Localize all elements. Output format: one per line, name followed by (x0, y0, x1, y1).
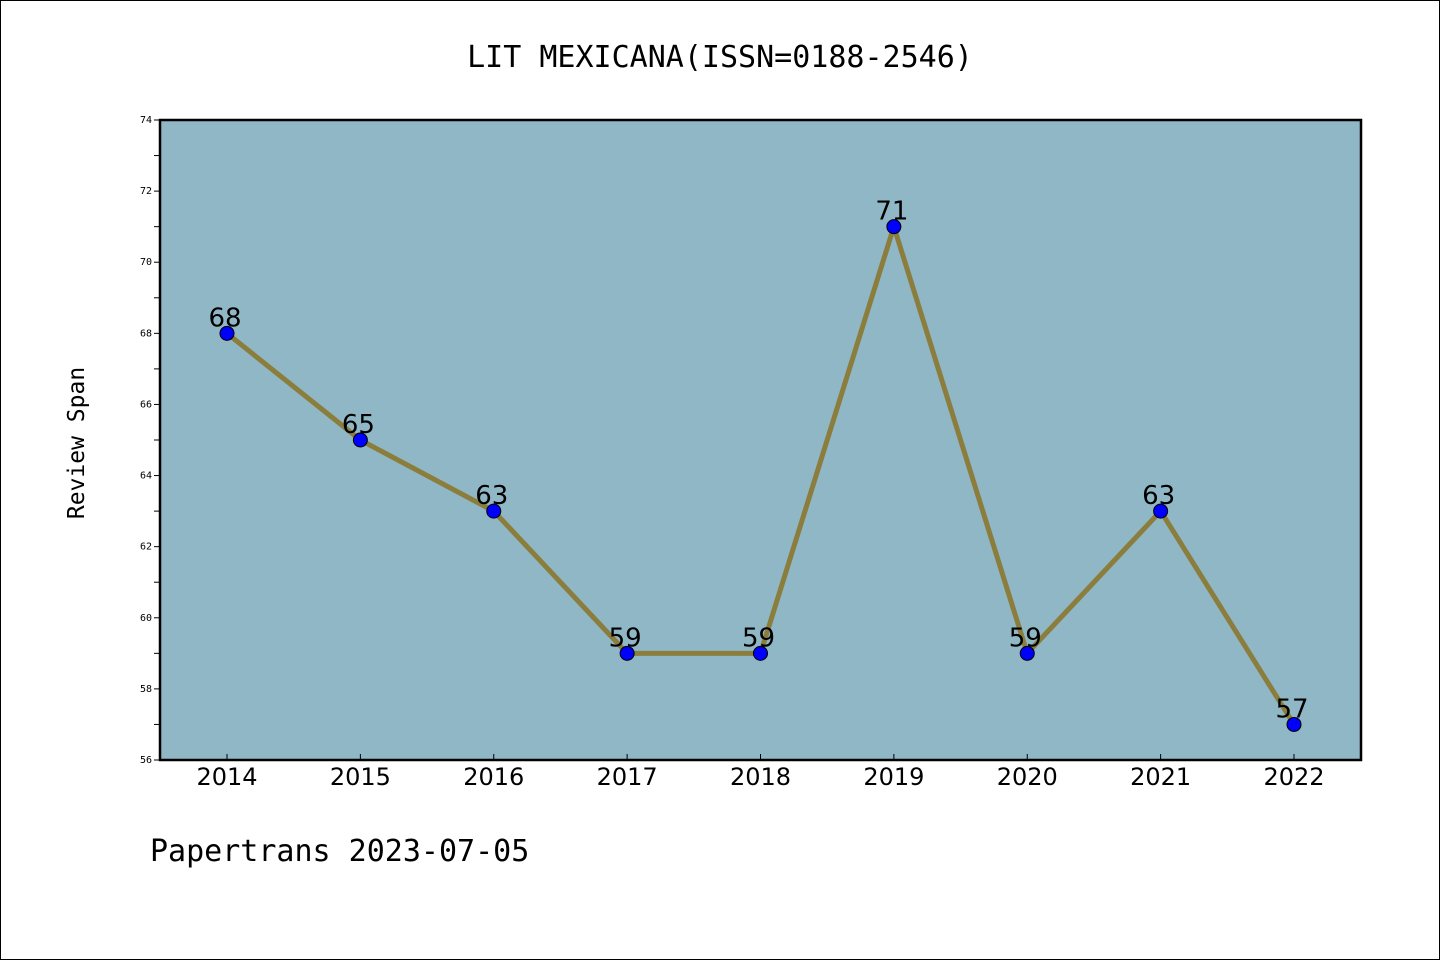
y-tick-label: 66 (140, 399, 152, 410)
x-tick-label: 2017 (597, 763, 658, 791)
x-tick-label: 2020 (997, 763, 1058, 791)
y-tick-label: 68 (140, 328, 152, 339)
chart-title: LIT MEXICANA(ISSN=0188-2546) (467, 40, 973, 75)
x-tick-label: 2016 (463, 763, 524, 791)
x-tick-label: 2018 (730, 763, 791, 791)
data-label: 71 (875, 197, 908, 227)
data-point (886, 219, 902, 235)
y-tick-label: 72 (140, 186, 152, 197)
data-label: 68 (208, 303, 241, 333)
x-tick-label: 2021 (1130, 763, 1191, 791)
footer-credit: Papertrans 2023-07-05 (150, 834, 530, 869)
y-axis-label: Review Span (64, 367, 90, 519)
plot-area (158, 118, 1363, 762)
data-point (1286, 716, 1302, 732)
data-label: 59 (609, 623, 642, 653)
x-tick-label: 2014 (196, 763, 257, 791)
data-point (1153, 503, 1169, 519)
y-tick-label: 70 (140, 257, 152, 268)
x-axis: 2014 2015 2016 2017 2018 2019 2020 2021 2022 (196, 754, 1325, 791)
y-tick-label: 62 (140, 542, 152, 553)
data-label: 59 (742, 623, 775, 653)
data-points (219, 219, 1302, 732)
data-point (753, 645, 768, 661)
data-point (486, 503, 502, 519)
data-label: 63 (1142, 481, 1175, 511)
x-tick-label: 2022 (1263, 763, 1324, 791)
x-tick-label: 2019 (863, 763, 924, 791)
data-point (1019, 645, 1035, 661)
data-point (352, 432, 368, 448)
data-label: 63 (475, 481, 508, 511)
y-tick-label: 60 (140, 613, 152, 624)
y-tick-label: 74 (140, 115, 152, 126)
data-label: 59 (1009, 623, 1042, 653)
data-point (619, 645, 635, 661)
y-axis: 56 58 60 62 64 66 68 70 72 74 (140, 115, 160, 766)
data-label: 65 (342, 410, 375, 440)
y-tick-label: 56 (140, 755, 152, 766)
x-tick-label: 2015 (330, 763, 391, 791)
data-labels: 68 65 63 59 59 71 59 63 57 (208, 197, 1308, 725)
data-label: 57 (1275, 694, 1308, 724)
y-tick-label: 58 (140, 684, 152, 695)
data-point (219, 325, 235, 341)
y-tick-label: 64 (140, 471, 152, 482)
